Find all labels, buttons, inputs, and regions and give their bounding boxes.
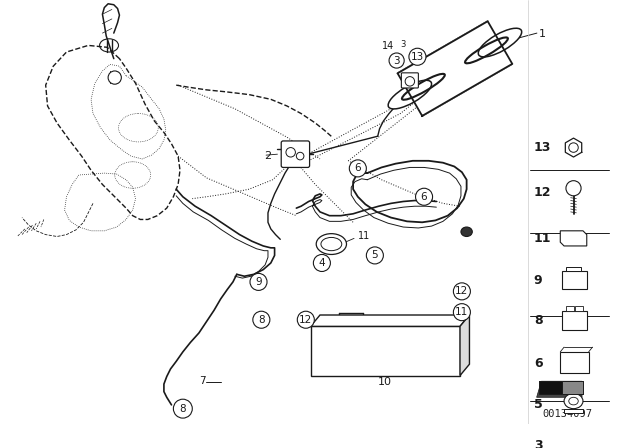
Polygon shape — [536, 381, 582, 397]
Bar — [564, 409, 583, 414]
Text: 1: 1 — [539, 29, 546, 39]
Ellipse shape — [461, 227, 472, 237]
Circle shape — [314, 254, 330, 271]
Circle shape — [298, 311, 314, 328]
Circle shape — [569, 143, 579, 152]
Text: 4: 4 — [319, 258, 325, 268]
Bar — [538, 381, 562, 395]
FancyBboxPatch shape — [401, 73, 419, 88]
Text: 9: 9 — [534, 274, 543, 287]
Text: 5: 5 — [372, 250, 378, 260]
Circle shape — [349, 160, 366, 177]
Polygon shape — [460, 315, 470, 375]
Circle shape — [453, 304, 470, 321]
Text: 8: 8 — [534, 314, 543, 327]
Bar — [575, 306, 583, 311]
Circle shape — [389, 53, 404, 68]
Text: 11: 11 — [534, 232, 551, 245]
Text: 13: 13 — [411, 52, 424, 62]
Polygon shape — [397, 21, 512, 116]
Circle shape — [415, 188, 433, 205]
Text: 6: 6 — [355, 164, 361, 173]
Ellipse shape — [566, 432, 581, 444]
Text: 7: 7 — [199, 376, 205, 386]
Text: 14: 14 — [381, 41, 394, 51]
Ellipse shape — [478, 28, 522, 57]
Circle shape — [173, 399, 192, 418]
Text: 00134097: 00134097 — [542, 409, 592, 419]
Ellipse shape — [388, 80, 431, 109]
Text: 11: 11 — [455, 307, 468, 317]
Text: 3: 3 — [394, 56, 400, 65]
FancyBboxPatch shape — [281, 141, 310, 168]
Bar — [562, 381, 583, 395]
Bar — [310, 326, 460, 375]
Circle shape — [409, 48, 426, 65]
Text: 13: 13 — [534, 141, 551, 154]
Bar — [562, 271, 587, 289]
Text: 12: 12 — [299, 315, 312, 325]
Text: 9: 9 — [255, 277, 262, 287]
Text: 10: 10 — [378, 377, 392, 387]
Bar — [566, 306, 573, 311]
Text: 8: 8 — [258, 315, 265, 325]
Polygon shape — [310, 315, 470, 326]
Circle shape — [250, 273, 267, 290]
Circle shape — [108, 71, 122, 84]
Text: 12: 12 — [455, 286, 468, 297]
Text: 6: 6 — [420, 192, 428, 202]
Text: 11: 11 — [358, 232, 370, 241]
Polygon shape — [560, 231, 587, 246]
Text: 3: 3 — [401, 40, 406, 49]
Text: 8: 8 — [180, 404, 186, 414]
Bar — [560, 352, 589, 373]
Text: 2: 2 — [264, 151, 271, 161]
Circle shape — [366, 247, 383, 264]
Polygon shape — [565, 138, 582, 157]
Text: 3: 3 — [534, 439, 543, 448]
Text: 5: 5 — [534, 398, 543, 411]
Circle shape — [566, 181, 581, 196]
Ellipse shape — [316, 234, 346, 254]
Text: 6: 6 — [534, 357, 543, 370]
Bar — [566, 267, 581, 271]
Circle shape — [253, 311, 270, 328]
Text: 12: 12 — [534, 186, 551, 199]
Bar — [562, 311, 587, 330]
Ellipse shape — [564, 393, 583, 409]
Circle shape — [453, 283, 470, 300]
